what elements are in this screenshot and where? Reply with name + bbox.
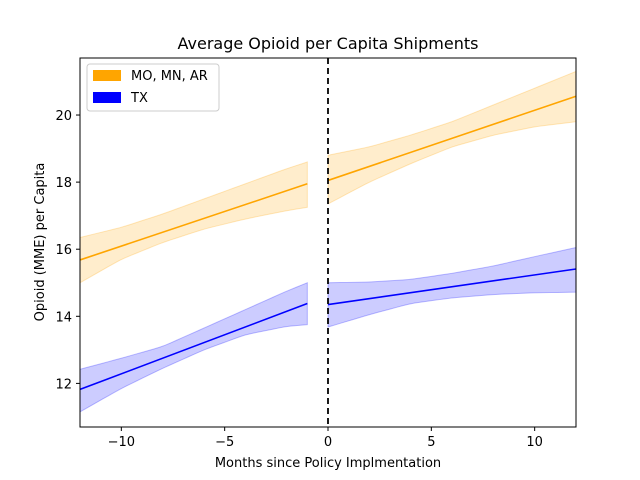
legend: MO, MN, AR TX [86, 63, 220, 112]
x-tick-label: −5 [215, 435, 234, 450]
series-line-tx-segment-1 [327, 268, 577, 306]
y-tick-label: 16 [55, 243, 72, 258]
x-tick-label: 0 [324, 435, 332, 450]
x-tick-label: −10 [108, 435, 135, 450]
chart-title: Average Opioid per Capita Shipments [178, 34, 479, 53]
series-line-mo-mn-ar-segment-0 [79, 183, 308, 261]
y-tick-label: 12 [55, 377, 72, 392]
y-tick-label: 18 [55, 176, 72, 191]
legend-label-mo-mn-ar: MO, MN, AR [131, 69, 208, 84]
axes-layer: −10 −5 0 5 10 12 14 16 18 20 [55, 57, 577, 450]
legend-swatch-tx [93, 92, 121, 103]
y-tick-label: 14 [55, 310, 72, 325]
plot-area [79, 58, 577, 427]
series-line-tx-segment-0 [79, 302, 308, 391]
x-tick-label: 10 [526, 435, 543, 450]
legend-swatch-mo-mn-ar [93, 70, 121, 81]
x-axis-label: Months since Policy Implmentation [215, 456, 441, 471]
y-axis-label: Opioid (MME) per Capita [33, 163, 48, 322]
y-tick-label: 20 [55, 109, 72, 124]
series-line-mo-mn-ar-segment-1 [327, 95, 577, 182]
x-tick-label: 5 [427, 435, 435, 450]
legend-label-tx: TX [130, 91, 148, 106]
